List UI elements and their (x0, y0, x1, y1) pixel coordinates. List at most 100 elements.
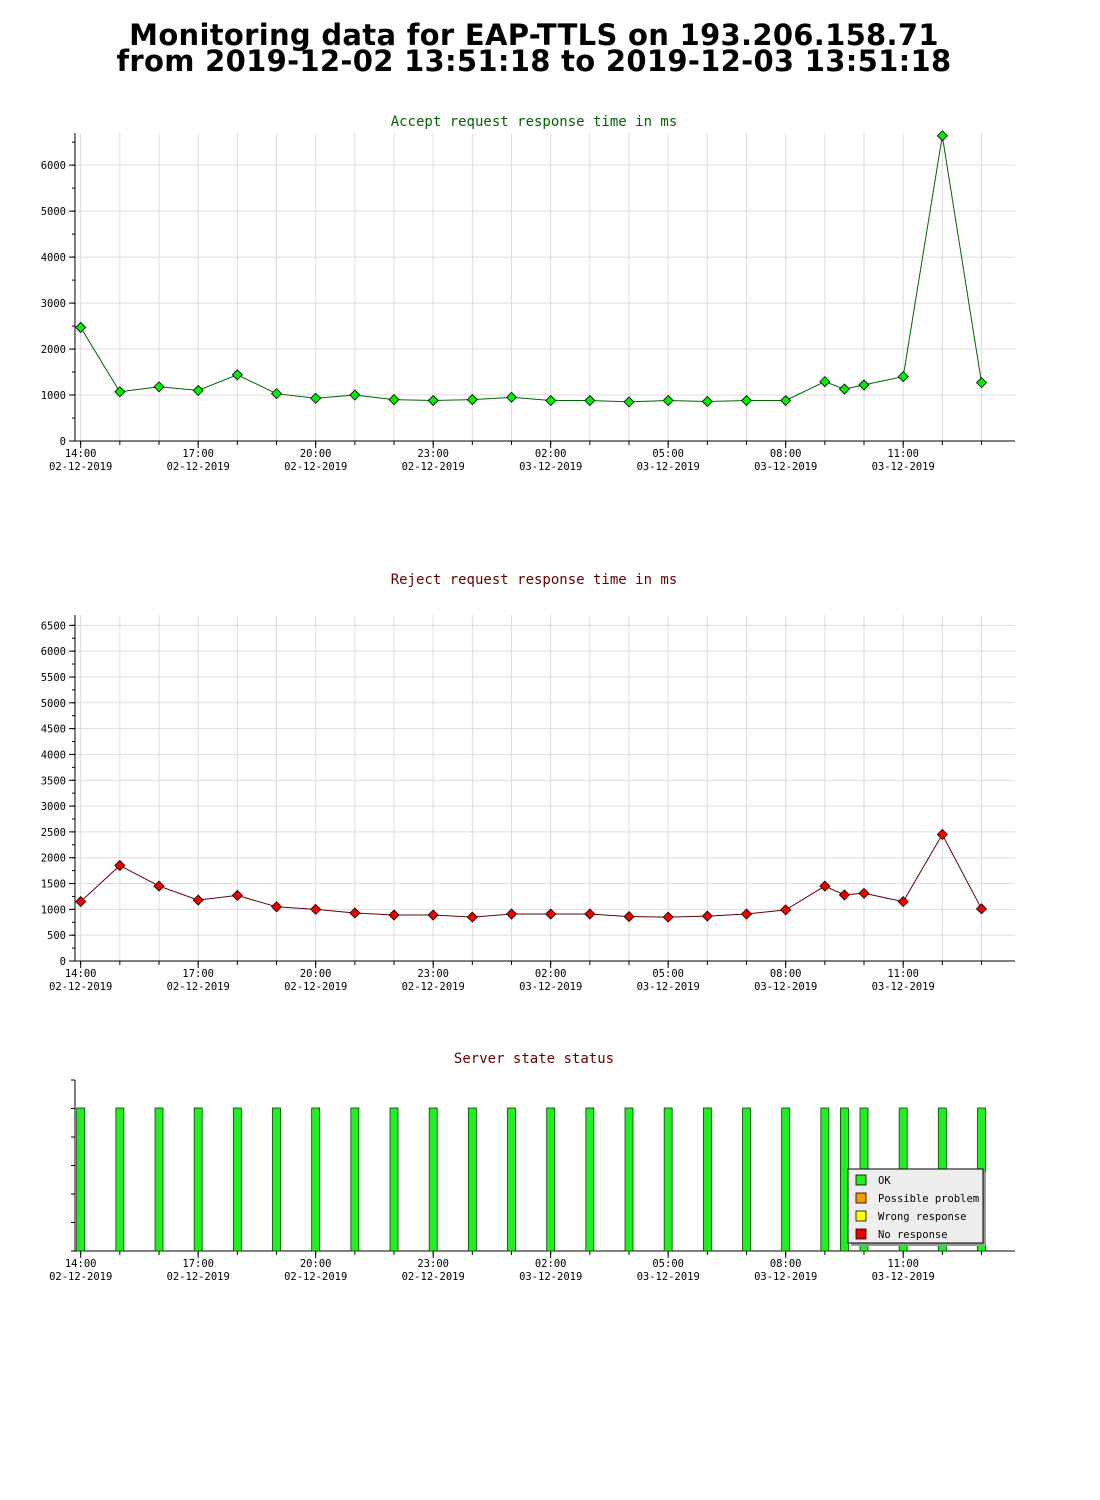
status-chart-legend-label: OK (878, 1175, 891, 1187)
page-title-line-2: from 2019-12-02 13:51:18 to 2019-12-03 1… (116, 44, 952, 78)
status-chart-status-bar (232, 1107, 242, 1252)
status-chart-x-tick-label-date: 03-12-2019 (637, 1271, 700, 1283)
accept-chart-y-tick-label: 3000 (41, 298, 66, 310)
reject-chart-data-point (936, 828, 948, 841)
accept-chart-y-tick-label: 6000 (41, 160, 66, 172)
status-chart-status-bar (428, 1107, 438, 1252)
reject-chart-x-tick-label-date: 03-12-2019 (754, 981, 817, 993)
reject-chart-title: Reject request response time in ms (391, 572, 678, 588)
status-chart-status-bar (193, 1107, 203, 1252)
accept-chart-x-tick-label-date: 02-12-2019 (49, 461, 112, 473)
reject-chart-y-tick-label: 0 (60, 956, 66, 968)
status-chart-x-tick-label-date: 03-12-2019 (754, 1271, 817, 1283)
reject-chart-data-point (975, 903, 988, 915)
status-chart-status-bar (350, 1107, 360, 1252)
accept-chart-data-point (819, 376, 831, 388)
reject-chart-x-tick-label-time: 02:00 (535, 968, 567, 980)
accept-chart-y-tick-label: 1000 (41, 390, 66, 402)
status-chart-x-tick-label-date: 03-12-2019 (872, 1271, 935, 1283)
accept-chart-x-tick-label-date: 02-12-2019 (402, 461, 465, 473)
accept-chart-x-tick-label-time: 08:00 (770, 448, 802, 460)
reject-chart-data-point (270, 901, 283, 913)
reject-chart-x-tick-label-date: 02-12-2019 (284, 981, 347, 993)
status-chart-x-tick-label-time: 11:00 (887, 1258, 919, 1270)
reject-chart-x-tick-label-date: 02-12-2019 (167, 981, 230, 993)
accept-chart-data-point (310, 392, 322, 404)
reject-chart-data-point (505, 908, 518, 920)
accept-chart-data-point (231, 369, 243, 381)
accept-chart-x-tick-label-date: 03-12-2019 (519, 461, 582, 473)
status-chart-legend (847, 1168, 984, 1244)
accept-chart-x-tick-label-date: 02-12-2019 (284, 461, 347, 473)
accept-chart-x-tick-label-time: 02:00 (535, 448, 567, 460)
reject-chart-y-tick-label: 5000 (41, 698, 66, 710)
status-chart-status-bar (76, 1107, 86, 1252)
reject-chart-data-point (427, 909, 439, 921)
reject-chart-x-tick-label-time: 05:00 (652, 968, 684, 980)
status-chart-x-tick-label-time: 17:00 (182, 1258, 214, 1270)
reject-chart-data-point (819, 880, 831, 892)
reject-chart-y-tick-label: 3000 (41, 801, 66, 813)
accept-chart-y-tick-label: 5000 (41, 206, 66, 218)
reject-chart-data-point (192, 894, 204, 906)
reject-chart-data-point (114, 859, 126, 872)
accept-chart-x-tick-label-date: 03-12-2019 (637, 461, 700, 473)
status-chart-legend-swatch (855, 1210, 867, 1222)
accept-chart-data-point (388, 394, 400, 406)
reject-chart-data-point (838, 889, 850, 901)
accept-chart-title: Accept request response time in ms (391, 114, 678, 130)
status-chart-x-tick-label-time: 05:00 (652, 1258, 684, 1270)
reject-chart-data-point (780, 904, 792, 916)
accept-chart-data-point (427, 394, 439, 407)
reject-chart-x-tick-label-time: 17:00 (182, 968, 214, 980)
reject-chart-x-tick-label-time: 23:00 (417, 968, 449, 980)
accept-chart-series-line (80, 135, 982, 403)
status-chart-status-bar (820, 1107, 830, 1252)
reject-chart-y-tick-label: 4000 (41, 749, 66, 761)
reject-chart-x-tick-label-time: 11:00 (887, 968, 919, 980)
reject-chart-x-tick-label-time: 08:00 (770, 968, 802, 980)
accept-chart-x-tick-label-time: 11:00 (887, 448, 919, 460)
accept-chart-data-point (75, 321, 87, 334)
reject-chart-y-tick-label: 4500 (41, 724, 66, 736)
accept-chart-data-point (838, 383, 850, 395)
reject-chart-data-point (701, 910, 713, 922)
reject-chart-x-tick-label-time: 20:00 (300, 968, 332, 980)
accept-chart-data-point (349, 389, 361, 401)
accept-chart-data-point (936, 130, 948, 142)
page-title: Monitoring data for EAP-TTLS on 193.206.… (0, 21, 1068, 78)
accept-chart-data-point (662, 394, 674, 407)
reject-chart-data-point (466, 911, 478, 923)
reject-chart-y-tick-label: 6000 (41, 646, 66, 658)
reject-chart-x-tick-label-date: 03-12-2019 (519, 981, 582, 993)
reject-chart-y-tick-label: 1500 (41, 879, 66, 891)
status-chart-x-tick-label-date: 02-12-2019 (167, 1271, 230, 1283)
status-chart-legend-label: Wrong response (878, 1211, 967, 1223)
accept-chart-data-point (858, 379, 870, 391)
reject-chart-data-point (545, 908, 557, 920)
status-chart-status-bar (663, 1107, 673, 1252)
reject-chart-series-line (80, 833, 982, 918)
accept-chart-data-point (780, 394, 792, 407)
accept-chart-y-tick-label: 0 (60, 436, 66, 448)
reject-chart-y-tick-label: 3500 (41, 775, 66, 787)
status-chart-x-tick-label-date: 02-12-2019 (49, 1271, 112, 1283)
status-chart-status-bar (546, 1107, 556, 1252)
accept-chart-x-tick-label-date: 03-12-2019 (872, 461, 935, 473)
reject-chart-data-point (623, 911, 635, 923)
status-chart-status-bar (507, 1107, 516, 1252)
reject-chart-data-point (310, 903, 322, 915)
reject-chart-data-point (858, 887, 870, 899)
status-chart-status-bar (702, 1107, 712, 1252)
accept-chart-data-point (466, 394, 478, 406)
accept-chart-data-point (192, 384, 204, 396)
reject-chart-x-tick-label-date: 03-12-2019 (872, 981, 935, 993)
reject-chart-x-tick-label-date: 02-12-2019 (402, 981, 465, 993)
reject-chart-y-tick-label: 1000 (41, 904, 66, 916)
status-chart-status-bar (624, 1107, 634, 1252)
reject-chart-y-tick-label: 2000 (41, 853, 66, 865)
accept-chart-x-tick-label-date: 03-12-2019 (754, 461, 817, 473)
accept-chart-data-point (270, 388, 283, 400)
status-chart-status-bar (840, 1107, 849, 1252)
status-chart-x-tick-label-date: 02-12-2019 (402, 1271, 465, 1283)
